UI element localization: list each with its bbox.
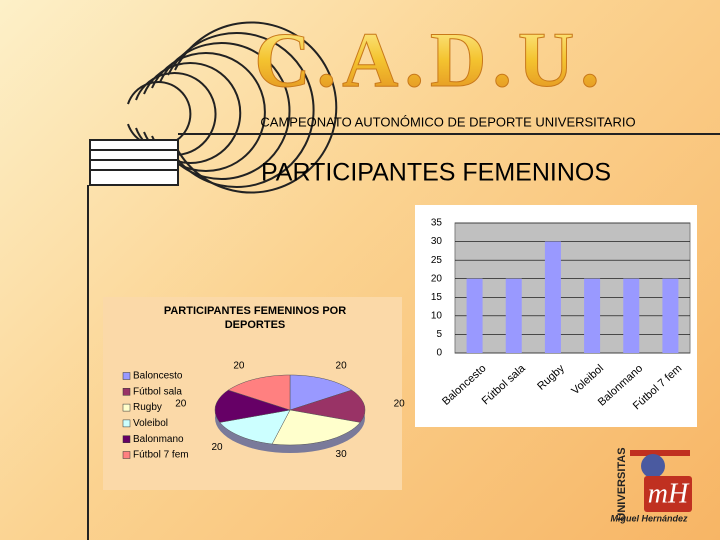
legend-swatch: [122, 451, 131, 459]
pie-value-label: 20: [394, 399, 406, 410]
pie-value-label: 20: [175, 399, 187, 410]
bar: [623, 278, 640, 353]
pie-slice: [289, 389, 366, 423]
y-tick-label: 10: [431, 310, 443, 321]
pie-slice: [214, 389, 291, 423]
legend-swatch: [122, 419, 131, 428]
logo-vertical: UNIVERSITAS: [616, 447, 628, 520]
legend-label: Voleibol: [133, 418, 168, 429]
pie-value-label: 30: [336, 449, 348, 460]
y-tick-label: 15: [431, 292, 443, 303]
legend-label: Balonmano: [133, 434, 184, 445]
umh-logo: mH UNIVERSITAS Miguel Hernández: [610, 447, 692, 523]
y-tick-label: 0: [436, 348, 442, 359]
pie-slice: [271, 409, 361, 446]
pie-value-label: 20: [211, 442, 223, 453]
bar: [584, 278, 601, 353]
bar: [662, 278, 679, 353]
y-tick-label: 30: [431, 236, 443, 247]
y-tick-label: 25: [431, 255, 443, 266]
y-tick-label: 5: [436, 329, 442, 340]
legend-label: Fútbol sala: [133, 386, 182, 397]
pie-value-label: 20: [233, 360, 245, 371]
legend-swatch: [122, 435, 131, 443]
legend-swatch: [122, 388, 131, 396]
slide-title: PARTICIPANTES FEMENINOS: [261, 159, 611, 187]
pie-value-label: 20: [336, 360, 348, 371]
logo-mark: mH: [648, 478, 690, 509]
pie-slice: [219, 409, 291, 445]
legend-label: Rugby: [133, 402, 162, 413]
legend-label: Baloncesto: [133, 371, 183, 382]
rings-logo: [89, 21, 338, 194]
y-tick-label: 35: [431, 218, 443, 229]
bar: [544, 241, 561, 353]
pie-title: PARTICIPANTES FEMENINOS POR DEPORTES: [163, 305, 347, 331]
legend-swatch: [122, 403, 131, 412]
legend-label: Fútbol 7 fem: [133, 450, 189, 461]
y-tick-label: 20: [431, 273, 443, 284]
logo-name: Miguel Hernández: [610, 513, 688, 523]
legend-swatch: [122, 372, 131, 380]
subtitle: CAMPEONATO AUTONÓMICO DE DEPORTE UNIVERS…: [260, 114, 635, 129]
logo-text: C.A.D.U.: [254, 16, 605, 103]
bar: [466, 278, 483, 353]
plot-area: [454, 222, 691, 354]
pie-slice: [227, 374, 291, 411]
pie-slice: [289, 374, 353, 411]
bar: [505, 278, 522, 353]
